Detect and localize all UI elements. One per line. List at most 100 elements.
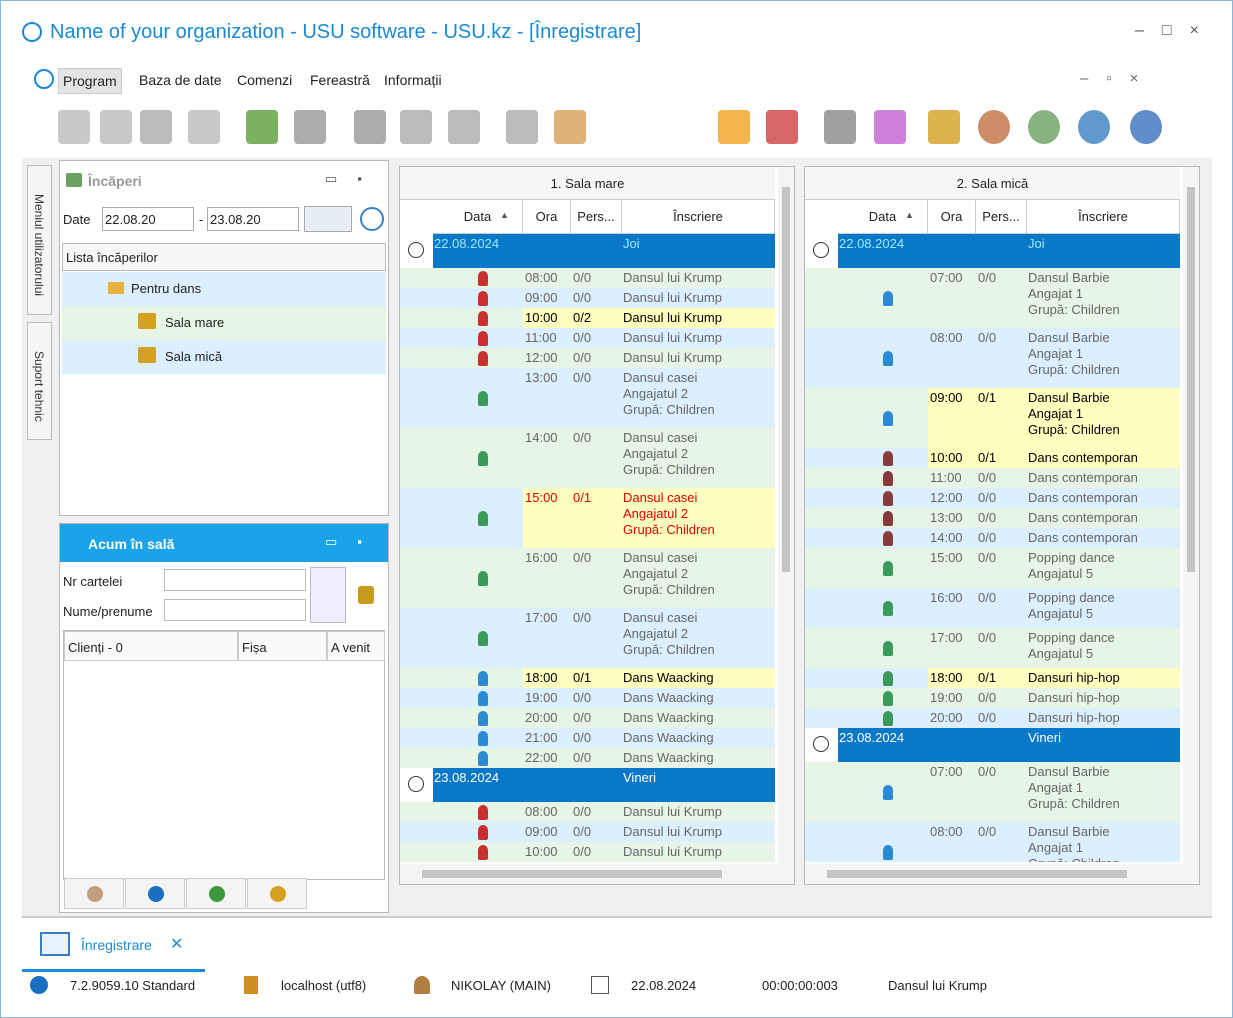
toolbar-button[interactable]	[554, 110, 586, 144]
schedule-row[interactable]	[805, 762, 1180, 822]
column-header[interactable]: Ora	[928, 200, 976, 234]
search-button[interactable]	[304, 206, 352, 232]
toolbar-button[interactable]	[188, 110, 220, 144]
field-input[interactable]	[164, 599, 306, 621]
scroll-thumb[interactable]	[827, 870, 1127, 878]
schedule-row[interactable]	[805, 588, 1180, 628]
toolbar-button[interactable]	[1130, 110, 1162, 144]
toolbar-button[interactable]	[354, 110, 386, 144]
tree-row	[62, 306, 386, 340]
group-expander[interactable]	[813, 242, 829, 258]
group-expander[interactable]	[813, 736, 829, 752]
toolbar-button[interactable]	[874, 110, 906, 144]
toolbar-button[interactable]	[58, 110, 90, 144]
tree-room[interactable]: Sala mare	[165, 315, 225, 330]
footer-button[interactable]	[247, 878, 307, 909]
schedule-row[interactable]	[805, 488, 1180, 508]
field-input[interactable]	[164, 569, 306, 591]
toolbar-button[interactable]	[1028, 110, 1060, 144]
toolbar-button[interactable]	[766, 110, 798, 144]
group-expander[interactable]	[408, 242, 424, 258]
column-header[interactable]: Ora	[523, 200, 571, 234]
column-header[interactable]: Data	[433, 200, 523, 234]
schedule-row[interactable]	[400, 288, 775, 308]
tab-close[interactable]: ✕	[170, 936, 184, 953]
footer-button[interactable]	[125, 878, 185, 909]
menu-item[interactable]: Fereastră	[310, 72, 370, 88]
column-header[interactable]: Pers...	[571, 200, 622, 234]
date-from[interactable]: 22.08.20	[102, 207, 194, 231]
schedule-row[interactable]	[400, 428, 775, 488]
side-tab[interactable]: Meniul utilizatorului	[27, 165, 52, 315]
schedule-row[interactable]	[400, 748, 775, 768]
panel-buttons[interactable]: ▭▪	[325, 171, 382, 186]
side-tab[interactable]: Suport tehnic	[27, 322, 52, 440]
toolbar-button[interactable]	[246, 110, 278, 144]
mdi-controls[interactable]: –▫×	[1080, 70, 1157, 87]
toolbar-button[interactable]	[1078, 110, 1110, 144]
schedule-row[interactable]	[400, 708, 775, 728]
schedule-row[interactable]	[805, 468, 1180, 488]
footer-button[interactable]	[64, 878, 124, 909]
toolbar-button[interactable]	[718, 110, 750, 144]
schedule-row[interactable]	[400, 728, 775, 748]
schedule-row[interactable]	[805, 328, 1180, 388]
footer-button[interactable]	[186, 878, 246, 909]
schedule-row[interactable]	[805, 548, 1180, 588]
entry-line: Angajatul 5	[1028, 606, 1094, 621]
schedule-row[interactable]	[805, 508, 1180, 528]
schedule-row[interactable]	[805, 688, 1180, 708]
menu-item[interactable]: Comenzi	[237, 72, 293, 88]
schedule-row[interactable]	[805, 708, 1180, 728]
column-header[interactable]: Pers...	[976, 200, 1027, 234]
column-header[interactable]: Data	[838, 200, 928, 234]
field-label: Nume/prenume	[63, 604, 153, 619]
dance-icon	[883, 471, 893, 486]
scroll-thumb[interactable]	[422, 870, 722, 878]
menu-item[interactable]: Informații	[384, 72, 442, 88]
tab[interactable]: Înregistrare ✕	[22, 918, 205, 972]
schedule-row[interactable]	[400, 268, 775, 288]
toolbar-button[interactable]	[140, 110, 172, 144]
group-expander[interactable]	[408, 776, 424, 792]
column-header[interactable]: Înscriere	[1027, 200, 1180, 234]
refresh-button[interactable]	[360, 207, 384, 231]
schedule-row[interactable]	[805, 268, 1180, 328]
pers-cell: 0/0	[573, 550, 592, 565]
menu-item[interactable]: Program	[58, 68, 122, 94]
dance-icon	[883, 451, 893, 466]
schedule-row[interactable]	[805, 528, 1180, 548]
toolbar-button[interactable]	[100, 110, 132, 144]
tree-room[interactable]: Sala mică	[165, 349, 223, 364]
schedule-row[interactable]	[400, 688, 775, 708]
tree-group[interactable]: Pentru dans	[131, 281, 202, 296]
toolbar-button[interactable]	[928, 110, 960, 144]
scroll-thumb[interactable]	[1187, 187, 1195, 572]
toolbar-button[interactable]	[824, 110, 856, 144]
schedule-row[interactable]	[400, 608, 775, 668]
schedule-row[interactable]	[400, 822, 775, 842]
schedule-row[interactable]	[400, 802, 775, 822]
scroll-thumb[interactable]	[782, 187, 790, 572]
menu-item[interactable]: Baza de date	[139, 72, 222, 88]
column-header[interactable]: Înscriere	[622, 200, 775, 234]
panel-buttons[interactable]: ▭▪	[325, 534, 382, 549]
group-weekday: Vineri	[623, 770, 657, 785]
toolbar-button[interactable]	[506, 110, 538, 144]
group-date: 22.08.2024	[434, 236, 500, 251]
schedule-row[interactable]	[805, 822, 1180, 862]
schedule-row[interactable]	[400, 842, 775, 862]
schedule-row[interactable]	[805, 628, 1180, 668]
toolbar-button[interactable]	[400, 110, 432, 144]
toolbar-button[interactable]	[448, 110, 480, 144]
toolbar-button[interactable]	[978, 110, 1010, 144]
schedule-row[interactable]	[400, 548, 775, 608]
search-button[interactable]	[310, 567, 346, 623]
toolbar-button[interactable]	[294, 110, 326, 144]
pers-cell: 0/0	[978, 630, 997, 645]
schedule-row[interactable]	[400, 328, 775, 348]
window-controls[interactable]: –□×	[1135, 22, 1217, 39]
schedule-row[interactable]	[400, 348, 775, 368]
date-to[interactable]: 23.08.20	[207, 207, 299, 231]
schedule-row[interactable]	[400, 368, 775, 428]
